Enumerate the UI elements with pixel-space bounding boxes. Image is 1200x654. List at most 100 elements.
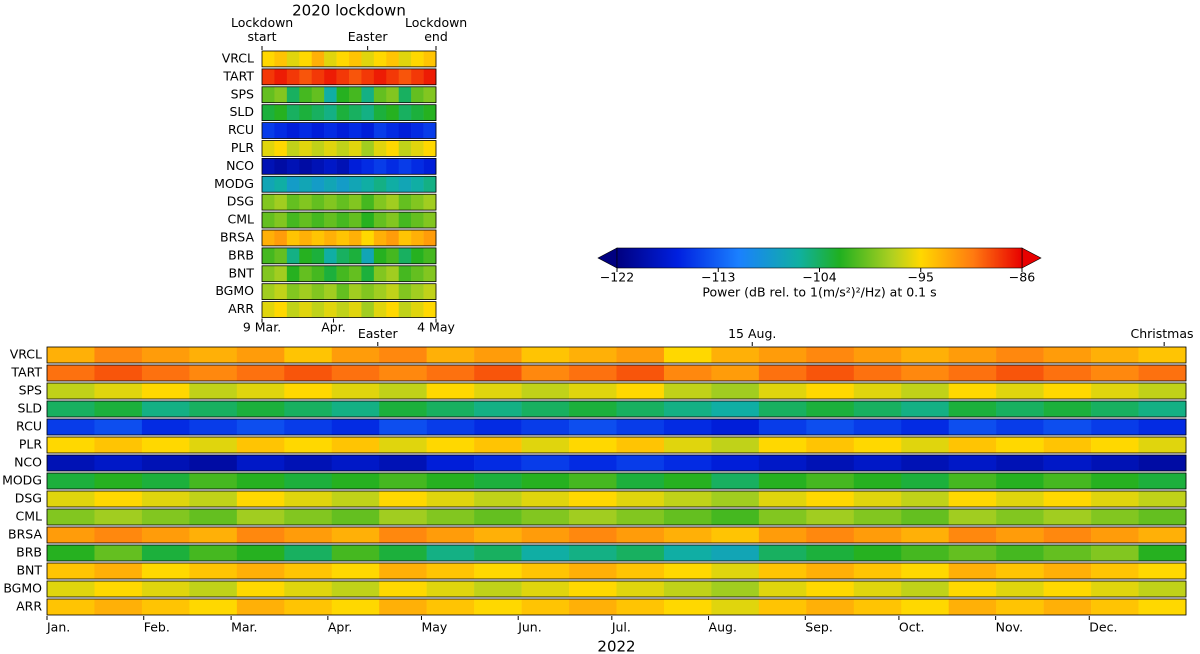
- row-frame: [46, 400, 1187, 418]
- heatmap-cell: [47, 347, 95, 363]
- heatmap-cell: [1138, 437, 1187, 453]
- heatmap-cell: [569, 545, 617, 561]
- annotation: Lockdown end: [405, 15, 468, 44]
- heatmap-cell: [262, 247, 275, 264]
- heatmap-cell: [47, 419, 95, 435]
- row-frame: [261, 301, 437, 318]
- heatmap-cell: [331, 527, 380, 543]
- heatmap-cell: [236, 365, 285, 381]
- heatmap-cell: [1091, 527, 1139, 543]
- heatmap-cell: [311, 283, 325, 300]
- heatmap-cell: [349, 194, 362, 211]
- heatmap-cell: [1091, 401, 1139, 417]
- heatmap-cell: [324, 140, 337, 157]
- heatmap-cell: [286, 68, 300, 85]
- heatmap-cell: [262, 104, 275, 121]
- heatmap-cell: [373, 247, 387, 264]
- heatmap-cell: [948, 455, 997, 471]
- heatmap-cell: [853, 581, 902, 597]
- heatmap-cell: [758, 401, 807, 417]
- heatmap-cell: [423, 194, 437, 211]
- row-frame: [261, 50, 437, 68]
- heatmap-cell: [331, 419, 380, 435]
- heatmap-cell: [299, 265, 313, 282]
- heatmap-cell: [474, 545, 522, 561]
- heatmap-cell: [521, 599, 570, 615]
- heatmap-cell: [373, 212, 387, 228]
- heatmap-cell: [94, 599, 143, 615]
- heatmap-cell: [336, 51, 350, 67]
- row-label: VRCL: [10, 347, 42, 362]
- heatmap-cell: [373, 140, 387, 157]
- heatmap-cell: [1138, 347, 1187, 363]
- heatmap-cell: [386, 230, 400, 246]
- heatmap-cell: [379, 437, 427, 453]
- heatmap-cell: [274, 283, 288, 300]
- heatmap-cell: [411, 51, 424, 67]
- heatmap-cell: [1043, 509, 1092, 525]
- x-tick-label: Dec.: [1089, 620, 1117, 635]
- heatmap-cell: [311, 158, 325, 175]
- x-tick-label: Jun.: [517, 620, 542, 635]
- heatmap-cell: [423, 122, 437, 139]
- heatmap-cell: [758, 527, 807, 543]
- heatmap-cell: [47, 455, 95, 471]
- heatmap-cell: [236, 437, 285, 453]
- heatmap-cell: [663, 383, 712, 399]
- row-label: BRSA: [8, 527, 42, 542]
- heatmap-cell: [236, 599, 285, 615]
- heatmap-cell: [262, 212, 275, 228]
- heatmap-cell: [274, 301, 288, 318]
- heatmap-cell: [299, 230, 313, 246]
- heatmap-cell: [379, 473, 427, 489]
- heatmap-cell: [274, 86, 288, 103]
- heatmap-cell: [336, 104, 350, 121]
- heatmap-cell: [948, 383, 997, 399]
- heatmap-cell: [349, 104, 362, 121]
- heatmap-cell: [663, 563, 712, 579]
- heatmap-cell: [996, 383, 1044, 399]
- heatmap-cell: [901, 401, 950, 417]
- heatmap-cell: [806, 527, 855, 543]
- row-label: BGMO: [3, 581, 42, 596]
- heatmap-cell: [262, 301, 275, 318]
- heatmap-cell: [423, 68, 437, 85]
- heatmap-cell: [474, 599, 522, 615]
- heatmap-cell: [853, 473, 902, 489]
- heatmap-cell: [349, 212, 362, 228]
- heatmap-cell: [284, 581, 333, 597]
- heatmap-cell: [411, 265, 424, 282]
- row-label: CML: [16, 509, 43, 524]
- row-label: DSG: [227, 194, 254, 209]
- heatmap-cell: [284, 473, 333, 489]
- heatmap-cell: [423, 176, 437, 193]
- heatmap-cell: [758, 419, 807, 435]
- heatmap-cell: [331, 545, 380, 561]
- heatmap-cell: [1091, 455, 1139, 471]
- heatmap-cell: [336, 283, 350, 300]
- heatmap-cell: [361, 283, 375, 300]
- heatmap-cell: [274, 230, 288, 246]
- heatmap-cell: [286, 283, 300, 300]
- heatmap-cell: [474, 563, 522, 579]
- heatmap-cell: [141, 509, 190, 525]
- heatmap-cell: [1043, 545, 1092, 561]
- x-tick-label: 4 May: [417, 320, 455, 335]
- heatmap-cell: [189, 473, 238, 489]
- heatmap-cell: [47, 599, 95, 615]
- heatmap-cell: [521, 419, 570, 435]
- heatmap-cell: [616, 383, 665, 399]
- row-label: ARR: [228, 301, 254, 316]
- heatmap-cell: [386, 194, 400, 211]
- heatmap-cell: [94, 455, 143, 471]
- row-label: VRCL: [222, 50, 254, 65]
- heatmap-cell: [901, 383, 950, 399]
- heatmap-cell: [758, 545, 807, 561]
- heatmap-cell: [274, 176, 288, 193]
- heatmap-cell: [47, 509, 95, 525]
- heatmap-cell: [411, 122, 424, 139]
- heatmap-cell: [1043, 347, 1092, 363]
- heatmap-cell: [189, 401, 238, 417]
- heatmap-cell: [1091, 545, 1139, 561]
- heatmap-cell: [189, 581, 238, 597]
